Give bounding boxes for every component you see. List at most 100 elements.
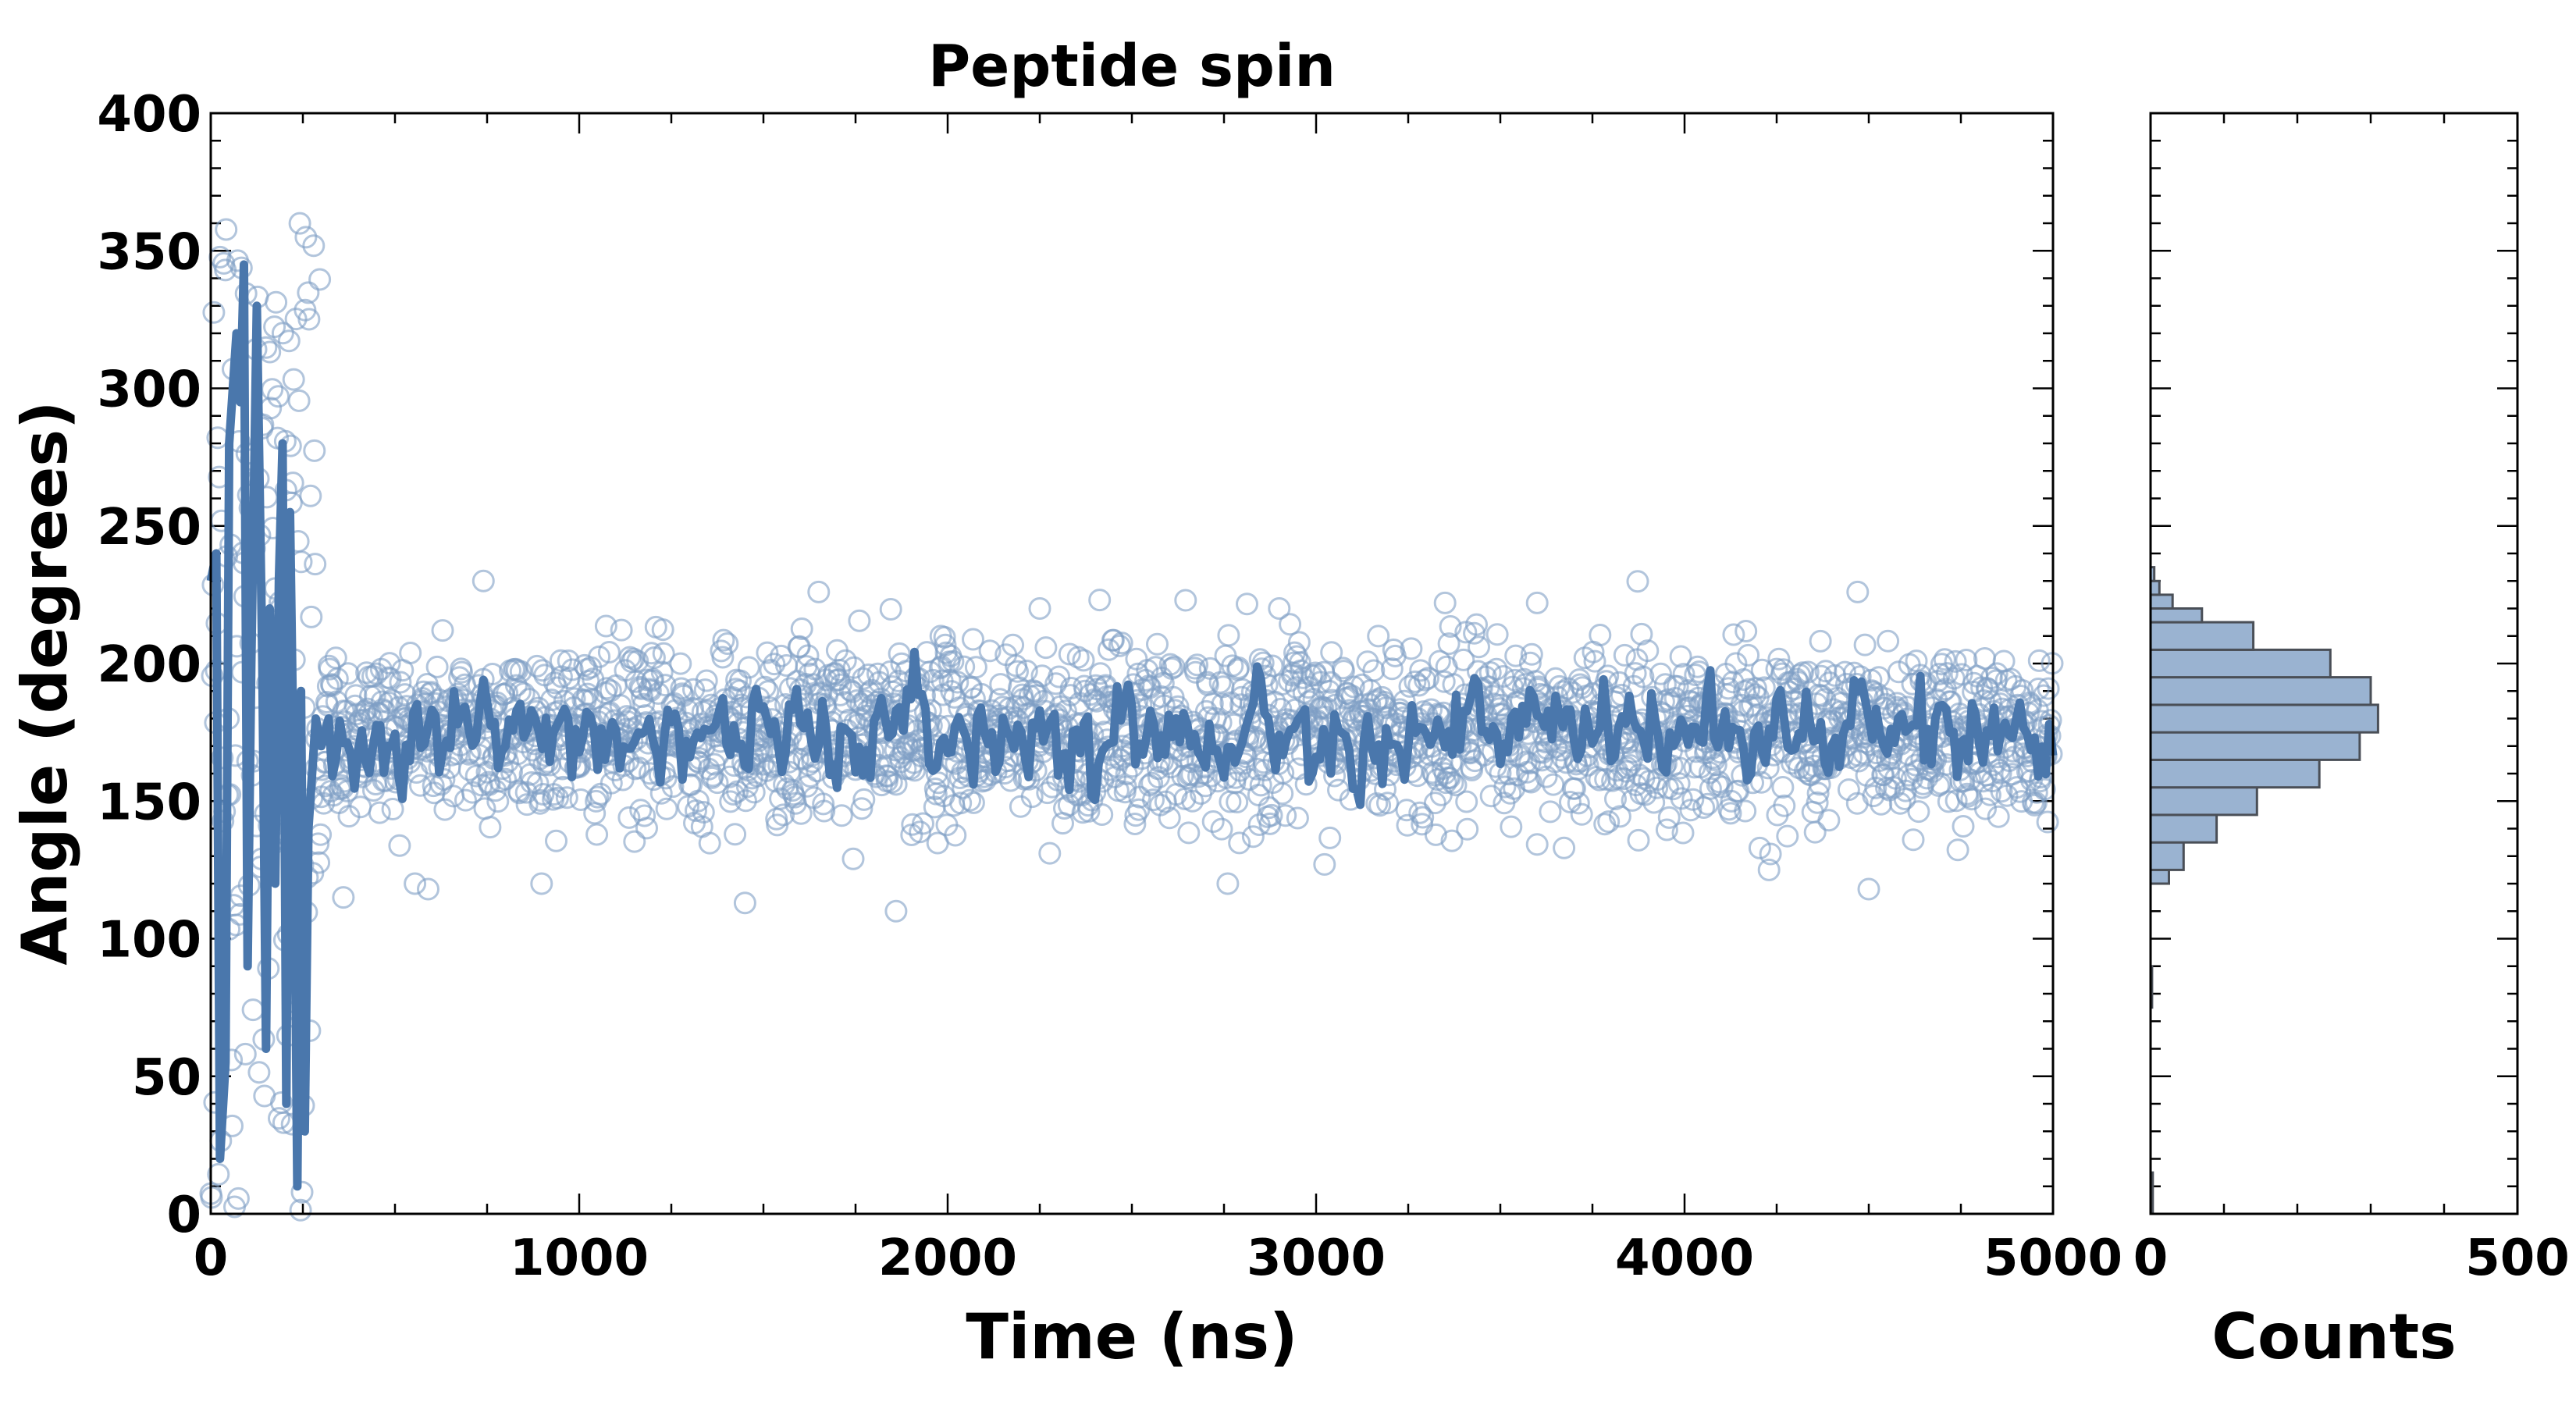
x-tick-label: 1000 [510,1229,649,1287]
scatter-point [241,998,265,1022]
histogram-bar [2149,676,2372,706]
scatter-point [399,642,422,664]
scatter-point [1771,776,1795,799]
scatter-point [626,649,649,673]
scatter-point [1589,624,1612,646]
histogram-bar [2149,758,2321,789]
scatter-point [1796,660,1820,684]
scatter-point [1672,663,1695,686]
scatter-point [759,659,782,681]
scatter-point [661,775,685,799]
scatter-point [655,797,678,820]
scatter-point [1332,660,1355,683]
histogram-bar [2149,841,2185,871]
scatter-point [964,656,987,679]
scatter-point [1525,833,1549,856]
x-axis-label: Time (ns) [966,1300,1297,1373]
scatter-point [302,234,326,258]
scatter-point [962,791,985,814]
scatter-point [1438,767,1461,790]
scatter-point [287,389,311,412]
scatter-point [379,667,402,690]
scatter-point [1261,654,1284,678]
scatter-point [1989,761,2012,785]
scatter-point [685,799,707,822]
scatter-point [813,799,836,823]
scatter-point [304,553,327,576]
scatter-point [378,652,401,675]
scatter-point [686,789,710,813]
scatter-point [1048,665,1071,688]
scatter-point [632,692,656,716]
scatter-point [1952,815,1975,838]
scatter-point [1228,831,1251,855]
scatter-point [1455,790,1478,813]
scatter-point [1181,789,1204,813]
scatter-point [671,682,694,706]
scatter-point [1657,806,1681,829]
scatter-point [1520,642,1543,666]
scatter-point [946,671,970,694]
scatter-point [737,656,760,679]
scatter-point [1519,770,1542,794]
scatter-point [202,301,226,324]
scatter-point [594,614,617,638]
scatter-point [1928,663,1951,685]
scatter-point [226,1187,250,1210]
scatter-point [1857,877,1880,901]
scatter-point [404,872,427,895]
scatter-point [1268,597,1291,620]
scatter-point [1432,670,1456,693]
scatter-point [1974,797,1997,820]
scatter-point [1907,800,1930,824]
scatter-point [1440,829,1464,852]
scatter-point [2037,677,2060,700]
scatter-point [247,1061,271,1084]
scatter-point [1722,623,1745,646]
scatter-point [1211,692,1234,716]
scatter-point [978,639,1002,663]
scatter-point [233,1042,257,1066]
scatter-point [1696,792,1719,816]
scatter-point [588,645,611,668]
scatter-point [289,1198,312,1222]
y-tick-label: 250 [97,499,201,557]
scatter-point [265,290,288,314]
x-tick-label: 0 [194,1229,229,1287]
scatter-point [1342,675,1365,699]
scatter-point [701,764,724,788]
scatter-point [1767,647,1791,671]
y-tick-label: 0 [166,1187,201,1244]
scatter-point [1424,823,1447,846]
scatter-point [1671,821,1695,845]
scatter-point [1748,836,1771,859]
scatter-point [1735,620,1758,642]
scatter-point [1034,636,1058,660]
scatter-point [1108,748,1132,771]
scatter-point [796,644,820,667]
scatter-point [1707,770,1731,794]
scatter-point [1525,591,1549,614]
scatter-point [1006,660,1029,683]
scatter-point [807,580,831,603]
scatter-point [1444,774,1468,797]
scatter-point [623,830,646,853]
scatter-point [1809,629,1832,653]
scatter-point [1210,817,1233,841]
scatter-point [471,569,495,592]
scatter-point [1140,771,1164,795]
scatter-point [927,771,950,795]
histogram-bar [2149,607,2204,624]
scatter-point [1091,803,1114,826]
scatter-point [545,829,568,852]
hist-x-tick-label: 500 [2465,1229,2570,1287]
scatter-point [1734,799,1757,823]
scatter-point [506,742,529,766]
scatter-point [2023,793,2046,817]
scatter-point [332,886,355,909]
histogram-bar [2149,703,2379,734]
scatter-point [742,781,766,804]
histogram-x-axis-label: Counts [2211,1300,2456,1373]
scatter-point [1018,684,1041,707]
x-tick-label: 4000 [1615,1229,1754,1287]
